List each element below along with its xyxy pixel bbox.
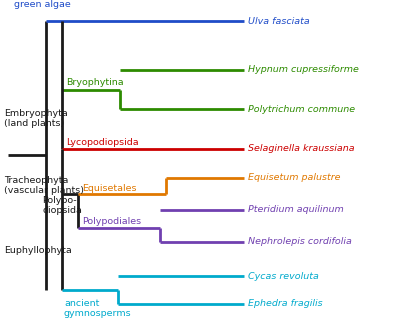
Text: Polypo-
diopsida: Polypo- diopsida — [42, 196, 82, 215]
Text: Selaginella kraussiana: Selaginella kraussiana — [248, 145, 355, 153]
Text: Polytrichum commune: Polytrichum commune — [248, 105, 355, 114]
Text: Equisetum palustre: Equisetum palustre — [248, 173, 340, 182]
Text: Bryophytina: Bryophytina — [66, 78, 124, 86]
Text: Embryophyta
(land plants): Embryophyta (land plants) — [4, 109, 68, 128]
Text: green algae: green algae — [14, 0, 71, 9]
Text: Equisetales: Equisetales — [82, 184, 136, 193]
Text: Pteridium aquilinum: Pteridium aquilinum — [248, 205, 344, 214]
Text: Euphyllophyta: Euphyllophyta — [4, 246, 72, 255]
Text: Ephedra fragilis: Ephedra fragilis — [248, 299, 323, 308]
Text: Hypnum cupressiforme: Hypnum cupressiforme — [248, 65, 359, 74]
Text: Polypodiales: Polypodiales — [82, 217, 141, 226]
Text: Tracheophyta
(vascular plants): Tracheophyta (vascular plants) — [4, 176, 84, 195]
Text: Nephrolepis cordifolia: Nephrolepis cordifolia — [248, 237, 352, 246]
Text: ancient
gymnosperms: ancient gymnosperms — [64, 299, 132, 318]
Text: Ulva fasciata: Ulva fasciata — [248, 17, 310, 26]
Text: Lycopodiopsida: Lycopodiopsida — [66, 138, 139, 147]
Text: Cycas revoluta: Cycas revoluta — [248, 272, 319, 281]
